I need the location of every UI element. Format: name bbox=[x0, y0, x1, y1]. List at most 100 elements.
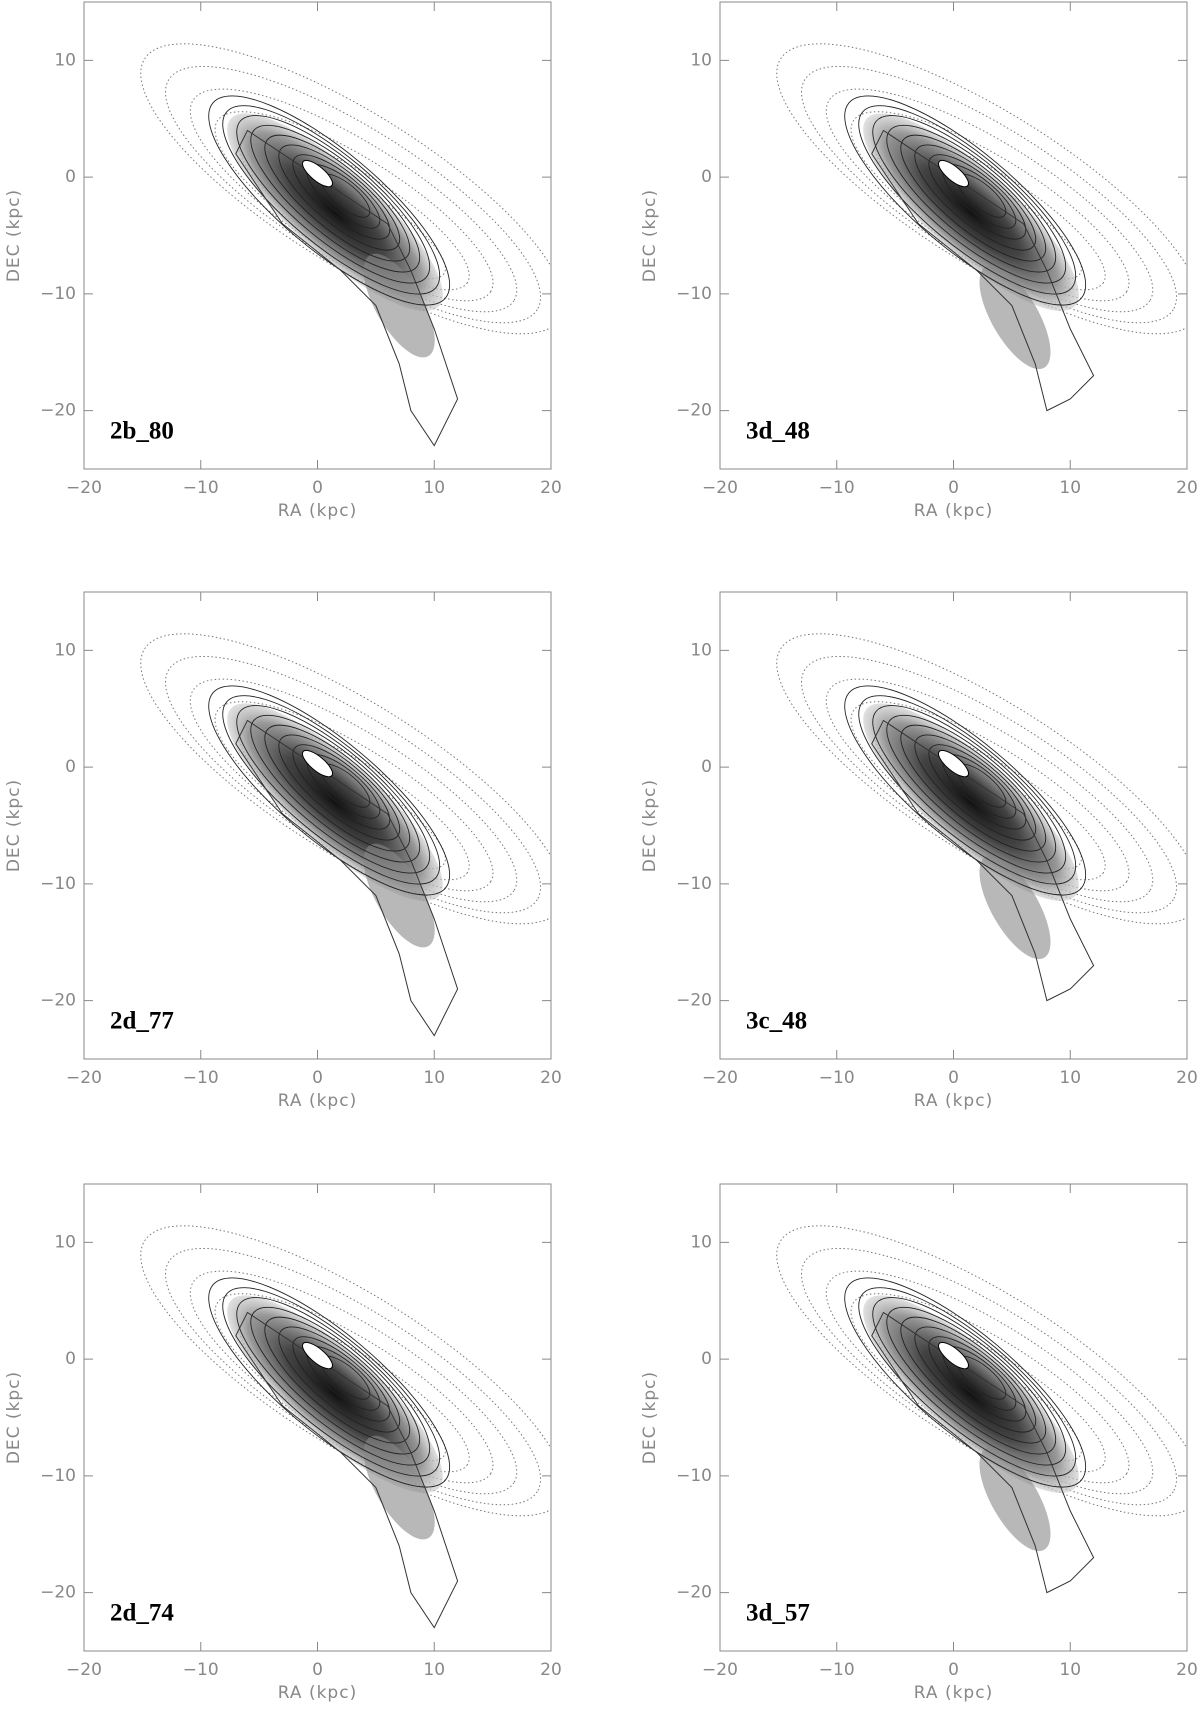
x-tick-label: 0 bbox=[312, 1660, 323, 1680]
panel-label: 3d_48 bbox=[746, 418, 810, 445]
x-tick-label: 20 bbox=[1176, 1068, 1198, 1088]
solid-contour bbox=[844, 95, 1087, 306]
solid-contour bbox=[914, 1326, 1037, 1433]
y-tick-label: 10 bbox=[690, 1232, 712, 1252]
y-tick-label: 10 bbox=[54, 1232, 76, 1252]
x-tick-label: 20 bbox=[540, 1660, 562, 1680]
x-tick-label: 10 bbox=[1059, 1660, 1081, 1680]
y-tick-label: −10 bbox=[676, 1466, 712, 1486]
tail-contour bbox=[235, 1311, 459, 1629]
y-tick-label: −20 bbox=[40, 401, 76, 421]
panel-label: 2b_80 bbox=[110, 418, 174, 445]
y-tick-label: 10 bbox=[690, 640, 712, 660]
solid-contour bbox=[278, 1326, 401, 1433]
core bbox=[937, 1341, 970, 1370]
solid-contour bbox=[900, 1316, 1047, 1444]
dotted-contour bbox=[189, 678, 518, 903]
y-axis-label: DEC (kpc) bbox=[4, 1371, 24, 1464]
x-tick-label: −20 bbox=[66, 1068, 102, 1088]
panel-label: 3d_57 bbox=[746, 1600, 810, 1627]
y-tick-label: −10 bbox=[40, 284, 76, 304]
tail-contour bbox=[871, 719, 1095, 1002]
dotted-contour bbox=[165, 655, 542, 914]
x-axis-label: RA (kpc) bbox=[914, 1091, 993, 1111]
y-tick-label: 0 bbox=[65, 167, 76, 187]
core bbox=[301, 749, 334, 778]
solid-contour bbox=[858, 1287, 1077, 1477]
x-tick-label: −10 bbox=[183, 1068, 219, 1088]
x-tick-label: 10 bbox=[423, 478, 445, 498]
tail-contour bbox=[871, 129, 1095, 412]
solid-contour bbox=[208, 1277, 451, 1488]
gas-shading bbox=[863, 113, 1079, 311]
solid-contour bbox=[844, 685, 1087, 896]
panel: −20 −10 0 10 20 −20 −10 0 10 RA (kpc) DEC (kpc) 3d_… bbox=[640, 1183, 1198, 1703]
y-axis-label: DEC (kpc) bbox=[640, 779, 660, 872]
contour-map bbox=[776, 633, 1187, 1002]
solid-contour bbox=[208, 95, 451, 306]
x-axis-label: RA (kpc) bbox=[914, 1683, 993, 1703]
core bbox=[937, 159, 970, 188]
y-tick-label: 0 bbox=[701, 757, 712, 777]
y-tick-label: 10 bbox=[54, 50, 76, 70]
dotted-contour bbox=[264, 1338, 446, 1462]
y-tick-label: −10 bbox=[40, 1466, 76, 1486]
x-tick-label: 20 bbox=[540, 1068, 562, 1088]
solid-contour bbox=[236, 705, 431, 874]
solid-contour bbox=[858, 695, 1077, 885]
solid-contour bbox=[872, 705, 1067, 874]
dotted-contour bbox=[900, 1338, 1082, 1462]
solid-contour bbox=[844, 1277, 1087, 1488]
y-tick-label: 10 bbox=[690, 50, 712, 70]
y-tick-label: −10 bbox=[676, 874, 712, 894]
solid-contour bbox=[900, 724, 1047, 852]
y-tick-label: 0 bbox=[701, 1349, 712, 1369]
x-tick-label: 20 bbox=[1176, 1660, 1198, 1680]
y-axis-label: DEC (kpc) bbox=[640, 1371, 660, 1464]
solid-contour bbox=[928, 154, 1027, 240]
solid-contour bbox=[292, 1336, 391, 1422]
x-tick-label: −20 bbox=[702, 1660, 738, 1680]
dotted-contour bbox=[165, 1247, 542, 1506]
solid-contour bbox=[900, 134, 1047, 262]
gas-shading bbox=[363, 1435, 435, 1540]
dotted-contour bbox=[189, 1270, 518, 1495]
solid-contour bbox=[222, 105, 441, 295]
x-tick-label: 10 bbox=[1059, 1068, 1081, 1088]
y-tick-label: 0 bbox=[65, 1349, 76, 1369]
core bbox=[301, 1341, 334, 1370]
contour-map bbox=[776, 1225, 1187, 1594]
solid-contour bbox=[222, 1287, 441, 1477]
solid-contour bbox=[278, 734, 401, 841]
x-tick-label: 20 bbox=[540, 478, 562, 498]
core bbox=[301, 159, 334, 188]
panel-label: 3c_48 bbox=[746, 1008, 807, 1035]
solid-contour bbox=[236, 115, 431, 284]
panel-label: 2d_77 bbox=[110, 1008, 174, 1035]
solid-contour bbox=[250, 124, 421, 273]
x-tick-label: 10 bbox=[1059, 478, 1081, 498]
solid-contour bbox=[292, 154, 391, 240]
x-tick-label: 10 bbox=[423, 1068, 445, 1088]
x-axis-label: RA (kpc) bbox=[278, 501, 357, 521]
contour-map bbox=[776, 43, 1187, 412]
tail-contour bbox=[871, 1311, 1095, 1594]
gas-shading bbox=[227, 1295, 443, 1493]
x-tick-label: 0 bbox=[948, 1068, 959, 1088]
tail-contour bbox=[235, 129, 459, 447]
panel: −20 −10 0 10 20 −20 −10 0 10 RA (kpc) DEC (kpc) 2b_… bbox=[4, 1, 562, 521]
solid-contour bbox=[292, 744, 391, 830]
panel: −20 −10 0 10 20 −20 −10 0 10 RA (kpc) DEC (kpc) 2d_… bbox=[4, 591, 562, 1111]
x-tick-label: 0 bbox=[312, 478, 323, 498]
solid-contour bbox=[222, 695, 441, 885]
tail-contour bbox=[235, 719, 459, 1037]
solid-contour bbox=[886, 714, 1057, 863]
panel: −20 −10 0 10 20 −20 −10 0 10 RA (kpc) DEC (kpc) 3c_… bbox=[640, 591, 1198, 1111]
y-tick-label: −20 bbox=[40, 991, 76, 1011]
gas-shading bbox=[227, 703, 443, 901]
panel-label: 2d_74 bbox=[110, 1600, 174, 1627]
contour-map bbox=[140, 633, 551, 1037]
solid-contour bbox=[250, 1306, 421, 1455]
x-tick-label: −20 bbox=[66, 478, 102, 498]
